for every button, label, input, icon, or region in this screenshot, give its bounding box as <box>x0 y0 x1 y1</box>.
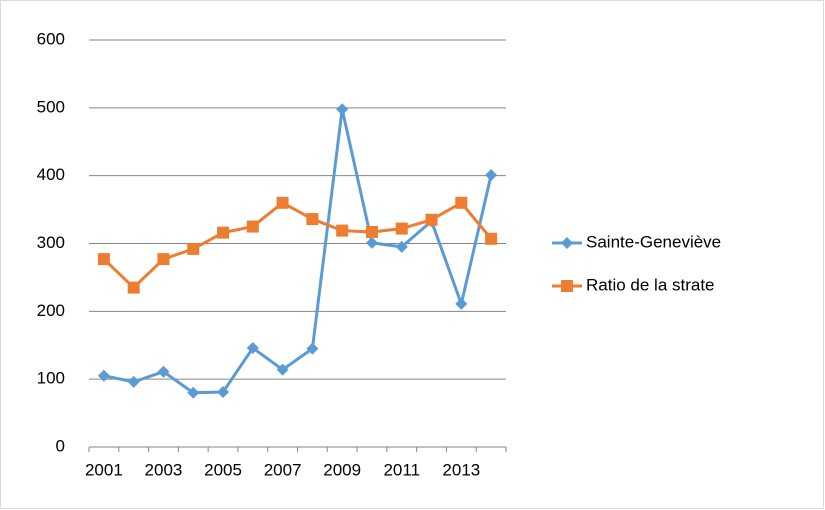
x-tick-label: 2005 <box>204 460 242 479</box>
point <box>306 213 319 226</box>
y-tick-label: 200 <box>37 301 65 320</box>
legend-label: Ratio de la strate <box>586 275 715 294</box>
point <box>336 224 349 237</box>
point <box>246 220 259 233</box>
legend-marker <box>561 237 573 249</box>
point <box>395 240 408 253</box>
point <box>485 232 498 245</box>
y-tick-label: 600 <box>37 29 65 48</box>
y-tick-label: 0 <box>56 436 65 455</box>
point <box>217 226 230 239</box>
x-tick-label: 2007 <box>264 460 302 479</box>
x-tick-label: 2013 <box>442 460 480 479</box>
point <box>276 196 289 209</box>
point <box>217 386 230 399</box>
x-tick-label: 2001 <box>85 460 123 479</box>
y-tick-label: 300 <box>37 233 65 252</box>
point <box>127 281 140 294</box>
point <box>97 369 110 382</box>
point <box>157 365 170 378</box>
y-tick-label: 400 <box>37 165 65 184</box>
point <box>455 297 468 310</box>
x-tick-label: 2009 <box>323 460 361 479</box>
point <box>187 386 200 399</box>
point <box>97 253 110 266</box>
point <box>246 341 259 354</box>
point <box>187 242 200 255</box>
point <box>425 213 438 226</box>
x-tick-label: 2003 <box>145 460 183 479</box>
point <box>365 236 378 249</box>
y-tick-label: 100 <box>37 369 65 388</box>
point <box>306 342 319 355</box>
legend-label: Sainte-Geneviève <box>586 232 721 251</box>
point <box>157 253 170 266</box>
point <box>276 363 289 376</box>
point <box>365 225 378 238</box>
x-tick-label: 2011 <box>383 460 420 479</box>
point <box>127 375 140 388</box>
y-tick-label: 500 <box>37 97 65 116</box>
legend-marker <box>561 280 573 292</box>
point <box>485 168 498 181</box>
point <box>395 222 408 235</box>
point <box>336 103 349 116</box>
point <box>455 196 468 209</box>
